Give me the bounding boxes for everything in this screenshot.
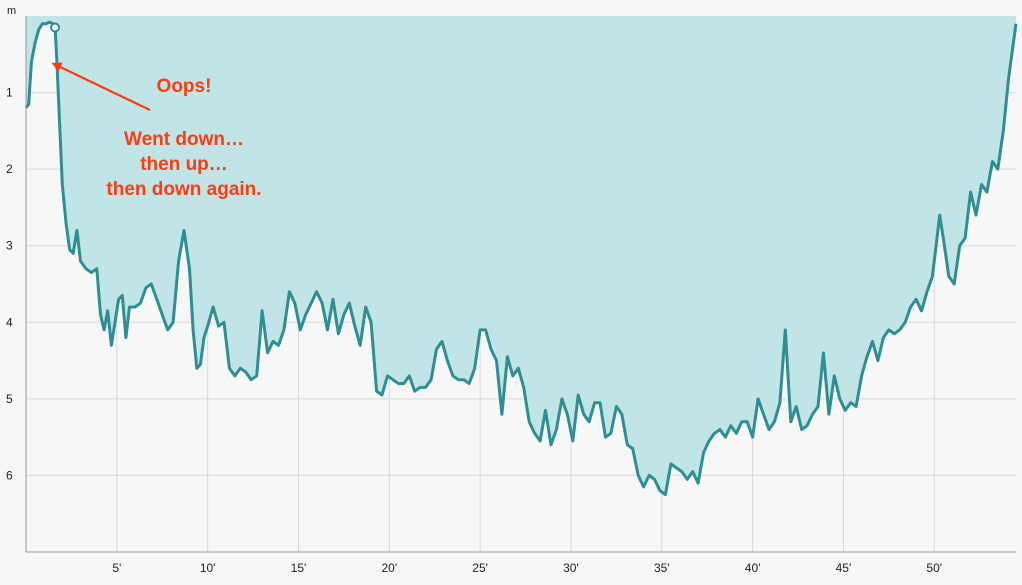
- annotation-then-down-again: then down again.: [106, 179, 261, 200]
- x-tick-label: 10': [200, 561, 216, 575]
- annotation-oops: Oops!: [157, 76, 212, 97]
- depth-series-line: [24, 20, 1018, 497]
- y-tick-label: 6: [6, 468, 13, 482]
- y-tick-label: 2: [6, 162, 13, 176]
- x-tick-label: 15': [291, 561, 307, 575]
- annotation-group: Oops! Went down… then up… then down agai…: [51, 62, 262, 200]
- y-tick-label: 1: [6, 86, 13, 100]
- depth-area-fill: [26, 16, 1016, 495]
- plot-area: [24, 16, 1018, 497]
- y-tick-label: 4: [6, 315, 13, 329]
- y-tick-label: 3: [6, 239, 13, 253]
- x-tick-label: 40': [745, 561, 761, 575]
- x-tick-label: 25': [472, 561, 488, 575]
- highlighted-point: [50, 22, 61, 33]
- x-tick-label: 20': [381, 561, 397, 575]
- annotation-arrow: [51, 62, 151, 111]
- y-unit-label: m: [7, 5, 16, 17]
- y-tick-label: 5: [6, 392, 13, 406]
- x-tick-label: 5': [112, 561, 121, 575]
- axes: 5' 10' 15' 20' 25' 30' 35' 40' 45' 50' 1 2 3 4 5 6: [6, 16, 1016, 575]
- annotation-then-up: then up…: [140, 154, 228, 175]
- x-tick-label: 30': [563, 561, 579, 575]
- x-tick-label: 50': [926, 561, 942, 575]
- annotation-went-down: Went down…: [124, 129, 244, 150]
- x-tick-label: 45': [836, 561, 852, 575]
- x-tick-label: 35': [654, 561, 670, 575]
